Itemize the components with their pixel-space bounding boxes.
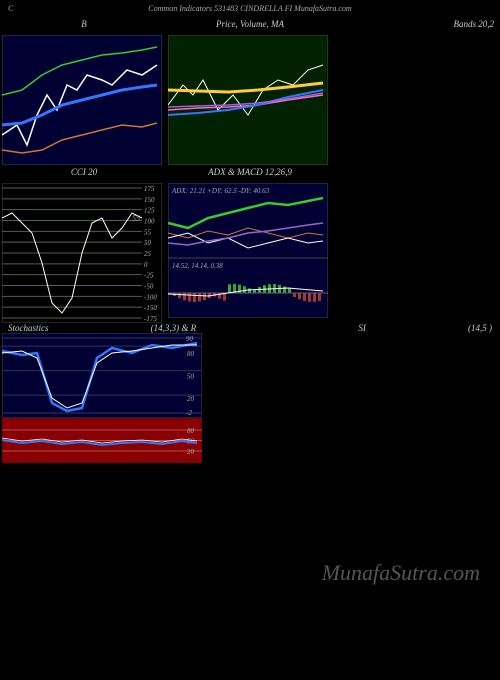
panel-price: Price, Volume, MA [168, 17, 332, 165]
chart-price [168, 35, 328, 165]
svg-text:-175: -175 [144, 315, 157, 323]
svg-text:50: 50 [144, 239, 152, 247]
svg-text:-2: -2 [186, 409, 192, 417]
rsi-title-l: SI [358, 323, 366, 333]
stoch-title-row: Stochastics (14,3,3) & R SI (14,5 ) [0, 323, 500, 333]
page-header: C Common Indicators 531483 CINDRELLA FI … [0, 0, 500, 17]
stoch-container: 80502090-2 805020 [0, 333, 500, 463]
svg-text:80: 80 [187, 427, 195, 435]
panel-price-title: Price, Volume, MA [168, 17, 332, 35]
header-text: Common Indicators 531483 CINDRELLA FI Mu… [148, 4, 351, 13]
panel-adx-title: ADX & MACD 12,26,9 [168, 165, 332, 183]
svg-text:ADX: 21.21 +DY: 62.5 -DY: 40.6: ADX: 21.21 +DY: 62.5 -DY: 40.63 [171, 187, 270, 195]
panel-empty-r2 [334, 165, 498, 323]
svg-text:175: 175 [144, 185, 155, 193]
panel-bands-title: Bands 20,2 [334, 17, 498, 35]
svg-text:-150: -150 [144, 304, 157, 312]
chart-adx: ADX: 21.21 +DY: 62.5 -DY: 40.63 [168, 183, 328, 258]
svg-text:25: 25 [144, 250, 152, 258]
svg-text:0: 0 [144, 261, 148, 269]
svg-text:80: 80 [187, 350, 195, 358]
svg-text:-50: -50 [144, 283, 154, 291]
svg-text:150: 150 [144, 196, 155, 204]
chart-cci: 175 150 125 100 55 50 25 0 -25 -50 -100 -150 -175 55 [2, 183, 162, 323]
svg-text:50: 50 [187, 373, 195, 381]
svg-text:55: 55 [132, 214, 140, 223]
chart-stochastics: 80 50 20 90 -2 [2, 333, 202, 418]
chart-grid-row1: B Price, Volume, MA Bands 20,2 [0, 17, 500, 165]
panel-cci: CCI 20 175 150 125 100 55 50 25 0 -25 -50 -100 -150… [2, 165, 166, 323]
chart-bollinger [2, 35, 162, 165]
rsi-title-r: (14,5 ) [468, 323, 492, 333]
panel-adx-macd: ADX & MACD 12,26,9 ADX: 21.21 +DY: 62.5 … [168, 165, 332, 323]
chart-stoch-lower: 805020 [2, 418, 202, 463]
svg-text:20: 20 [187, 395, 195, 403]
panel-bollinger-title: B [2, 17, 166, 35]
panel-bollinger: B [2, 17, 166, 165]
panel-bands: Bands 20,2 [334, 17, 498, 165]
svg-text:20: 20 [187, 448, 195, 456]
stoch-title-r: (14,3,3) & R [151, 323, 197, 333]
svg-text:14.52, 14.14, 0.38: 14.52, 14.14, 0.38 [172, 262, 223, 270]
chart-bands-empty [334, 35, 494, 165]
svg-text:90: 90 [186, 335, 194, 343]
panel-cci-title: CCI 20 [2, 165, 166, 183]
chart-grid-row2: CCI 20 175 150 125 100 55 50 25 0 -25 -50 -100 -150… [0, 165, 500, 323]
svg-text:55: 55 [144, 228, 152, 236]
chart-macd: 14.52, 14.14, 0.38 [168, 258, 328, 318]
header-c: C [8, 4, 13, 13]
svg-text:-25: -25 [144, 272, 154, 280]
svg-text:100: 100 [144, 218, 155, 226]
svg-text:-100: -100 [144, 293, 157, 301]
svg-text:125: 125 [144, 207, 155, 215]
watermark: MunafaSutra.com [322, 560, 480, 586]
stoch-title-l: Stochastics [8, 323, 49, 333]
